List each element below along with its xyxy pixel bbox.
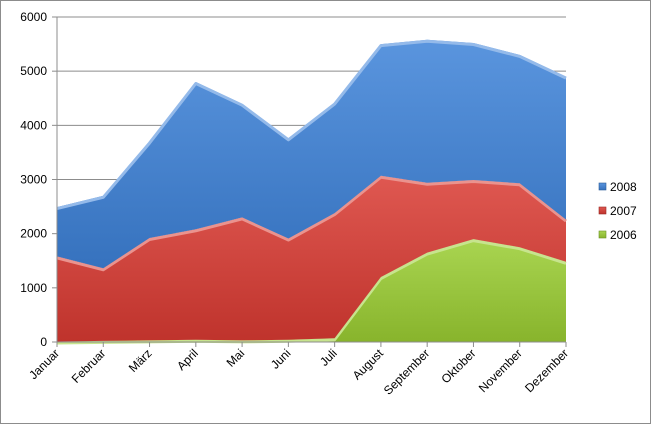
y-tick-label: 4000 xyxy=(20,118,47,132)
y-tick-label: 1000 xyxy=(20,281,47,295)
legend-label: 2006 xyxy=(610,228,637,242)
legend-swatch xyxy=(598,206,607,215)
x-tick-label: Juli xyxy=(317,346,340,369)
ridge-2007 xyxy=(56,175,567,272)
x-tick-label: September xyxy=(381,346,432,397)
y-tick-labels: 0 1000 2000 3000 4000 5000 6000 xyxy=(20,10,47,349)
x-tick-label: April xyxy=(174,346,201,373)
x-tick-labels: Januar Februar März April Mai Juni Juli AugustS… xyxy=(26,346,571,398)
legend-item-2008: 2008 xyxy=(598,180,637,194)
legend-label: 2007 xyxy=(610,204,637,218)
x-tick-label: Oktober xyxy=(438,346,478,386)
area-series xyxy=(56,39,567,345)
axes xyxy=(52,16,567,347)
legend-item-2006: 2006 xyxy=(598,228,637,242)
area-2006 xyxy=(57,239,566,342)
ridge-2008 xyxy=(56,39,567,211)
legend: 2008 2007 2006 xyxy=(598,180,637,242)
x-tick-label: November xyxy=(476,346,525,395)
y-tick-label: 0 xyxy=(40,335,47,349)
y-tick-label: 6000 xyxy=(20,10,47,24)
legend-swatch xyxy=(598,230,607,239)
x-tick-label: Februar xyxy=(69,346,109,386)
x-tick-label: Mai xyxy=(224,346,248,370)
x-tick-label: März xyxy=(126,346,155,375)
x-tick-label: Dezember xyxy=(522,346,571,395)
y-tick-label: 2000 xyxy=(20,227,47,241)
y-tick-label: 5000 xyxy=(20,64,47,78)
x-tick-label: Juni xyxy=(268,346,293,371)
legend-label: 2008 xyxy=(610,180,637,194)
x-tick-label: August xyxy=(350,346,387,383)
area-2007 xyxy=(57,175,566,342)
legend-swatch xyxy=(598,182,607,191)
y-tick-label: 3000 xyxy=(20,173,47,187)
legend-item-2007: 2007 xyxy=(598,204,637,218)
x-tick-label: Januar xyxy=(26,346,62,382)
